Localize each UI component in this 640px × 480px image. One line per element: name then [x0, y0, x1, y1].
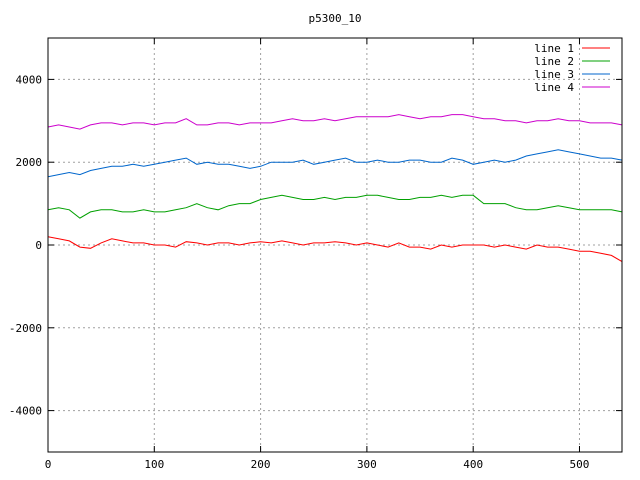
series-line-1	[47, 236, 623, 263]
y-tick-label: 0	[35, 239, 42, 252]
legend-label-4: line 4	[534, 81, 574, 94]
y-tick-label: -2000	[9, 322, 42, 335]
axis-ticks: 0 100 200 300 400 500 -4000 -2000 0 2000 4000	[9, 38, 622, 471]
x-tick-label: 500	[570, 458, 590, 471]
x-tick-label: 400	[463, 458, 483, 471]
y-tick-label: -4000	[9, 405, 42, 418]
series-line-3	[47, 149, 623, 178]
legend-label-2: line 2	[534, 55, 574, 68]
y-tick-label: 4000	[16, 73, 43, 86]
legend-label-3: line 3	[534, 68, 574, 81]
x-tick-label: 0	[45, 458, 52, 471]
y-tick-label: 2000	[16, 156, 43, 169]
grid	[47, 38, 622, 452]
x-tick-label: 100	[144, 458, 164, 471]
series-line-2	[47, 194, 623, 219]
x-tick-label: 300	[357, 458, 377, 471]
legend-label-1: line 1	[534, 42, 574, 55]
x-tick-label: 200	[251, 458, 271, 471]
series-group	[47, 114, 623, 263]
series-line-4	[47, 114, 623, 130]
chart-title: p5300_10	[309, 12, 362, 25]
